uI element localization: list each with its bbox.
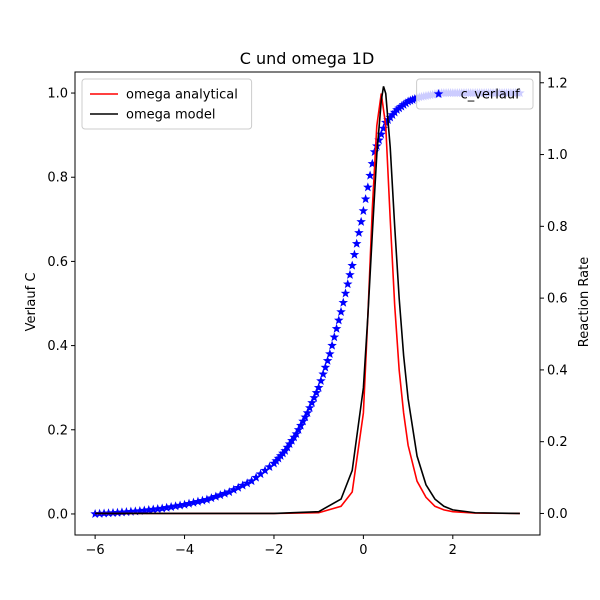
data-point (341, 288, 351, 297)
y-axis-right-label: Reaction Rate (577, 257, 592, 347)
y-right-tick-label: 0.4 (547, 363, 568, 378)
legend-top-left: omega analytical omega model (82, 79, 252, 129)
legend-label: omega model (126, 108, 215, 123)
data-point (361, 194, 371, 203)
axes: −6 −4 −2 0 2 0.0 0.2 0.4 0.6 0.8 1.0 0.0 0.2 0.4 0.6 0.… (47, 72, 567, 558)
x-tick-label: −2 (264, 543, 283, 558)
data-point (359, 206, 369, 215)
data-point (345, 270, 355, 279)
data-point (330, 332, 340, 341)
data-point (327, 341, 337, 350)
data-point (343, 279, 353, 288)
y-right-tick-label: 1.2 (547, 76, 568, 91)
y-left-tick-label: 0.4 (47, 339, 68, 354)
y-right-tick-label: 0.2 (547, 435, 568, 450)
y-left-tick-label: 1.0 (47, 87, 68, 102)
series-markers-0 (90, 88, 524, 518)
data-point (356, 217, 366, 226)
y-right-tick-label: 0.0 (547, 507, 568, 522)
y-left-tick-label: 0.8 (47, 171, 68, 186)
series-line-1 (95, 94, 520, 514)
data-point (347, 261, 357, 270)
axes-frame (75, 72, 540, 535)
x-tick-label: 2 (449, 543, 457, 558)
plot-area (90, 86, 524, 518)
y-left-tick-label: 0.2 (47, 423, 68, 438)
legend-label: omega analytical (126, 88, 238, 103)
data-point (325, 349, 335, 358)
y-left-tick-label: 0.6 (47, 255, 68, 270)
legend-top-right: c_verlauf (417, 79, 533, 109)
y-right-tick-label: 1.0 (547, 148, 568, 163)
data-point (336, 307, 346, 316)
data-point (334, 315, 344, 324)
chart-title: C und omega 1D (240, 49, 375, 68)
legends: omega analytical omega model c_verlauf (82, 79, 533, 129)
y-left-tick-label: 0.0 (47, 507, 68, 522)
data-point (332, 324, 342, 333)
legend-label: c_verlauf (461, 88, 521, 103)
data-point (354, 228, 364, 237)
data-point (350, 250, 360, 259)
x-tick-label: −4 (175, 543, 194, 558)
x-tick-label: 0 (359, 543, 367, 558)
data-point (352, 239, 362, 248)
series-line-2 (95, 86, 520, 513)
y-right-tick-label: 0.8 (547, 220, 568, 235)
data-point (363, 182, 373, 191)
x-tick-label: −6 (86, 543, 105, 558)
y-right-tick-label: 0.6 (547, 292, 568, 307)
y-axis-left-label: Verlauf C (24, 273, 39, 332)
data-point (339, 298, 349, 307)
